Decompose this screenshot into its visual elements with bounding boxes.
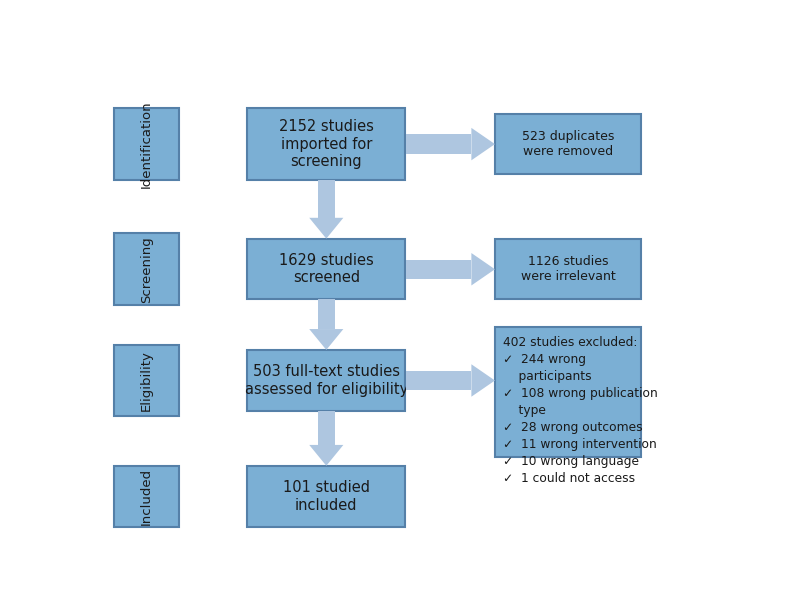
Text: 523 duplicates
were removed: 523 duplicates were removed	[522, 130, 614, 158]
Polygon shape	[310, 218, 343, 238]
FancyBboxPatch shape	[247, 108, 406, 180]
FancyBboxPatch shape	[247, 466, 406, 527]
FancyBboxPatch shape	[114, 108, 179, 180]
Polygon shape	[406, 371, 471, 390]
FancyBboxPatch shape	[247, 239, 406, 299]
Text: Eligibility: Eligibility	[140, 350, 153, 411]
Text: 1126 studies
were irrelevant: 1126 studies were irrelevant	[521, 255, 615, 284]
FancyBboxPatch shape	[495, 327, 641, 457]
Text: 402 studies excluded:
✓  244 wrong
    participants
✓  108 wrong publication
   : 402 studies excluded: ✓ 244 wrong partic…	[503, 335, 658, 485]
Polygon shape	[406, 134, 471, 154]
Polygon shape	[310, 445, 343, 466]
Polygon shape	[471, 364, 495, 397]
Polygon shape	[318, 180, 335, 218]
FancyBboxPatch shape	[114, 466, 179, 527]
Polygon shape	[471, 128, 495, 160]
Text: 503 full-text studies
assessed for eligibility: 503 full-text studies assessed for eligi…	[245, 364, 408, 397]
FancyBboxPatch shape	[495, 114, 641, 174]
FancyBboxPatch shape	[247, 350, 406, 411]
Text: 1629 studies
screened: 1629 studies screened	[279, 253, 374, 285]
FancyBboxPatch shape	[495, 239, 641, 299]
FancyBboxPatch shape	[114, 234, 179, 305]
Text: Identification: Identification	[140, 101, 153, 188]
FancyBboxPatch shape	[114, 344, 179, 417]
Polygon shape	[318, 411, 335, 445]
Polygon shape	[310, 329, 343, 350]
Text: 101 studied
included: 101 studied included	[282, 480, 370, 512]
Text: Included: Included	[140, 468, 153, 525]
Polygon shape	[318, 299, 335, 329]
Polygon shape	[406, 259, 471, 279]
Text: 2152 studies
imported for
screening: 2152 studies imported for screening	[279, 119, 374, 169]
Text: Screening: Screening	[140, 236, 153, 303]
Polygon shape	[471, 253, 495, 285]
